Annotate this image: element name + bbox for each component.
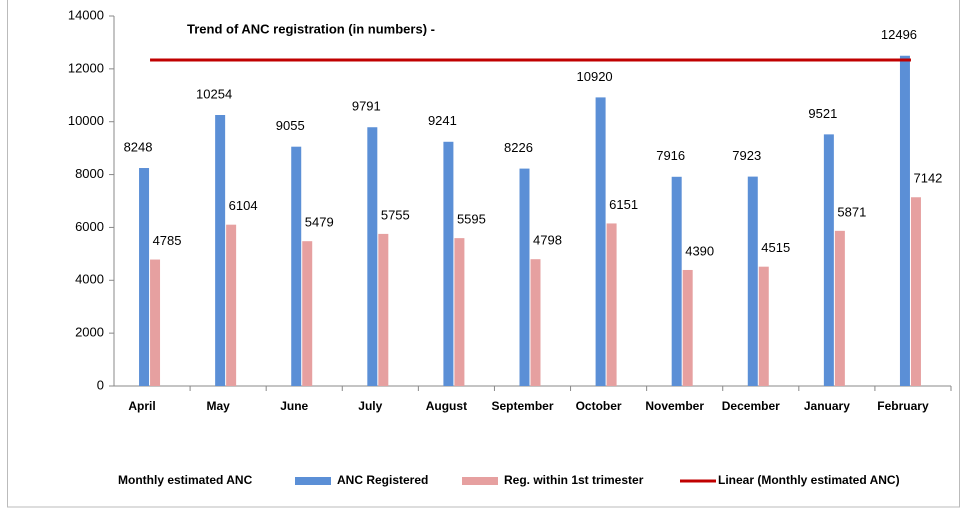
legend-label: Monthly estimated ANC [118, 473, 253, 487]
chart-title: Trend of ANC registration (in numbers) - [187, 21, 435, 36]
x-tick-label: October [576, 399, 622, 413]
data-label: 4785 [153, 233, 182, 248]
x-tick-label: December [722, 399, 780, 413]
data-label: 4390 [685, 243, 714, 258]
data-label: 4515 [761, 240, 790, 255]
data-label: 8248 [124, 139, 153, 154]
data-label: 5595 [457, 212, 486, 227]
data-label: 4798 [533, 233, 562, 248]
bar [758, 266, 769, 386]
bar [519, 168, 530, 386]
data-label: 7142 [913, 171, 942, 186]
y-tick-label: 2000 [75, 325, 104, 340]
x-tick-label: February [877, 399, 929, 413]
y-tick-label: 4000 [75, 272, 104, 287]
bar [378, 233, 389, 386]
bar [367, 127, 378, 386]
data-label: 9791 [352, 99, 381, 114]
y-tick-label: 0 [97, 377, 104, 392]
legend-label: ANC Registered [337, 473, 428, 487]
data-label: 8226 [504, 140, 533, 155]
bar [823, 134, 834, 386]
data-label: 7923 [732, 148, 761, 163]
data-label: 9241 [428, 113, 457, 128]
data-label: 9521 [808, 106, 837, 121]
x-tick-label: May [206, 399, 230, 413]
y-tick-label: 14000 [68, 7, 104, 22]
bar [606, 223, 617, 386]
bar [595, 97, 606, 387]
chart-frame [7, 0, 960, 508]
bar [215, 115, 226, 386]
legend-label: Linear (Monthly estimated ANC) [718, 473, 900, 487]
data-label: 5755 [381, 207, 410, 222]
bar [682, 269, 693, 386]
bar [910, 197, 921, 386]
x-tick-label: July [358, 399, 382, 413]
data-label: 9055 [276, 118, 305, 133]
bar [302, 241, 313, 386]
data-label: 7916 [656, 148, 685, 163]
bar [150, 259, 161, 386]
data-label: 6151 [609, 197, 638, 212]
data-label: 5871 [837, 204, 866, 219]
bar [530, 259, 541, 386]
bar [443, 141, 454, 386]
y-tick-label: 6000 [75, 219, 104, 234]
data-label: 12496 [881, 27, 917, 42]
bar [139, 168, 150, 386]
data-label: 10920 [577, 69, 613, 84]
data-label: 6104 [229, 198, 258, 213]
bar [834, 230, 845, 386]
x-tick-label: June [280, 399, 308, 413]
x-tick-label: January [804, 399, 850, 413]
y-tick-label: 10000 [68, 113, 104, 128]
legend-label: Reg. within 1st trimester [504, 473, 644, 487]
x-tick-label: September [491, 399, 553, 413]
bar [291, 146, 302, 386]
bar [747, 176, 758, 386]
bar [671, 176, 682, 386]
x-tick-label: August [426, 399, 467, 413]
data-label: 10254 [196, 86, 232, 101]
y-tick-label: 8000 [75, 166, 104, 181]
legend-swatch [295, 477, 331, 485]
data-label: 5479 [305, 215, 334, 230]
bar [226, 224, 237, 386]
legend-swatch [462, 477, 498, 485]
x-tick-label: November [645, 399, 704, 413]
bar [899, 55, 910, 387]
bar [454, 238, 465, 386]
x-tick-label: April [128, 399, 155, 413]
y-tick-label: 12000 [68, 60, 104, 75]
